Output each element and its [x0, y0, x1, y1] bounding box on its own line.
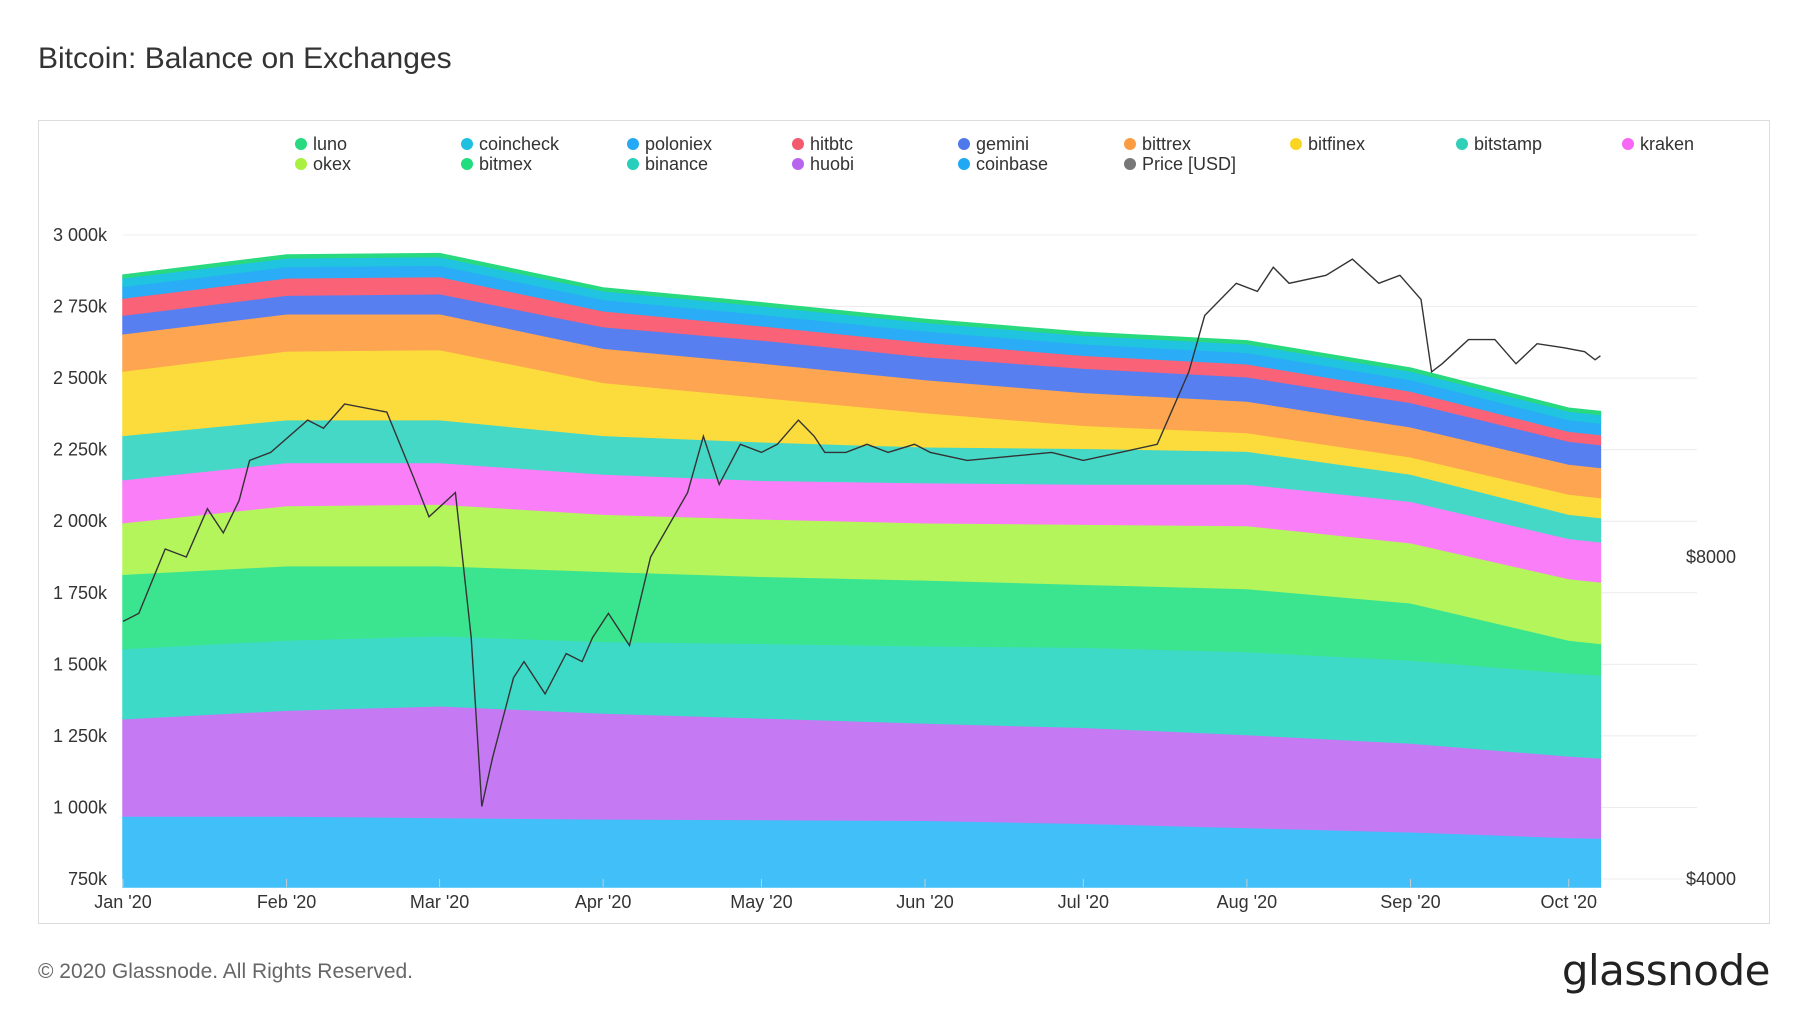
area-luno: [122, 252, 1602, 416]
legend-marker: [792, 138, 804, 150]
x-tick-label: Jan '20: [94, 892, 151, 912]
legend-marker: [792, 158, 804, 170]
legend-label: bitfinex: [1308, 134, 1365, 154]
chart-title: Bitcoin: Balance on Exchanges: [38, 42, 452, 75]
legend-marker: [1622, 138, 1634, 150]
x-tick-label: Feb '20: [257, 892, 316, 912]
legend-item-bittrex[interactable]: bittrex: [1124, 134, 1191, 154]
x-tick-label: Apr '20: [575, 892, 631, 912]
y2-axis-ticks: $4000 $8000: [1686, 547, 1736, 889]
x-axis-ticks: Jan '20 Feb '20 Mar '20 Apr '20 May '20 Jun '…: [94, 879, 1597, 912]
legend-label: hitbtc: [810, 134, 853, 154]
legend-marker: [461, 158, 473, 170]
legend-item-hitbtc[interactable]: hitbtc: [792, 134, 853, 154]
y-tick-label: 1 000k: [53, 797, 108, 817]
legend-marker: [1456, 138, 1468, 150]
legend-marker: [1290, 138, 1302, 150]
legend-item-bitstamp[interactable]: bitstamp: [1456, 134, 1542, 154]
legend-label: luno: [313, 134, 347, 154]
copyright-text: © 2020 Glassnode. All Rights Reserved.: [38, 960, 414, 983]
legend-item-okex[interactable]: okex: [295, 154, 351, 174]
legend-item-huobi[interactable]: huobi: [792, 154, 854, 174]
x-tick-label: May '20: [730, 892, 792, 912]
legend-item-bitmex[interactable]: bitmex: [461, 154, 532, 174]
legend-item-bitfinex[interactable]: bitfinex: [1290, 134, 1365, 154]
legend-item-luno[interactable]: luno: [295, 134, 347, 154]
y-tick-label: 2 250k: [53, 440, 108, 460]
y-tick-label: 2 500k: [53, 368, 108, 388]
y2-tick-label: $4000: [1686, 869, 1736, 889]
legend-label: okex: [313, 154, 351, 174]
legend-label: bittrex: [1142, 134, 1191, 154]
legend-label: huobi: [810, 154, 854, 174]
legend-marker: [1124, 138, 1136, 150]
brand-logo: glassnode: [1561, 946, 1771, 995]
y-tick-label: 2 750k: [53, 297, 108, 317]
x-tick-label: Sep '20: [1380, 892, 1441, 912]
legend-label: gemini: [976, 134, 1029, 154]
y-tick-label: 1 750k: [53, 583, 108, 603]
legend-item-gemini[interactable]: gemini: [958, 134, 1029, 154]
legend-label: bitmex: [479, 154, 532, 174]
x-tick-label: Oct '20: [1541, 892, 1597, 912]
legend-label: bitstamp: [1474, 134, 1542, 154]
legend-item-coincheck[interactable]: coincheck: [461, 134, 560, 154]
stacked-areas: [122, 252, 1602, 888]
y-tick-label: 750k: [68, 869, 108, 889]
x-tick-label: Jul '20: [1058, 892, 1109, 912]
legend-item-kraken[interactable]: kraken: [1622, 134, 1694, 154]
legend-marker: [295, 158, 307, 170]
legend-item-binance[interactable]: binance: [627, 154, 708, 174]
legend-item-poloniex[interactable]: poloniex: [627, 134, 712, 154]
legend-label: coincheck: [479, 134, 560, 154]
y-axis-ticks: 750k 1 000k 1 250k 1 500k 1 750k 2 000k 2 250k…: [53, 225, 108, 889]
price-line-path: [122, 258, 1601, 807]
legend-item-coinbase[interactable]: coinbase: [958, 154, 1048, 174]
y-tick-label: 3 000k: [53, 225, 108, 245]
legend-marker: [958, 138, 970, 150]
legend-label: kraken: [1640, 134, 1694, 154]
legend-label: poloniex: [645, 134, 712, 154]
legend-label: Price [USD]: [1142, 154, 1236, 174]
legend-marker: [295, 138, 307, 150]
legend-marker: [627, 138, 639, 150]
y2-tick-label: $8000: [1686, 547, 1736, 567]
x-tick-label: Jun '20: [896, 892, 953, 912]
legend-item-price-usd-[interactable]: Price [USD]: [1124, 154, 1236, 174]
legend-label: coinbase: [976, 154, 1048, 174]
legend-marker: [461, 138, 473, 150]
y-tick-label: 1 250k: [53, 726, 108, 746]
y-tick-label: 2 000k: [53, 511, 108, 531]
legend-marker: [958, 158, 970, 170]
legend-marker: [627, 158, 639, 170]
x-tick-label: Aug '20: [1217, 892, 1278, 912]
legend-marker: [1124, 158, 1136, 170]
price-line: [122, 258, 1601, 807]
legend: luno coincheck poloniex hitbtc gemini bittrex…: [295, 134, 1694, 174]
y-tick-label: 1 500k: [53, 654, 108, 674]
x-tick-label: Mar '20: [410, 892, 469, 912]
legend-label: binance: [645, 154, 708, 174]
